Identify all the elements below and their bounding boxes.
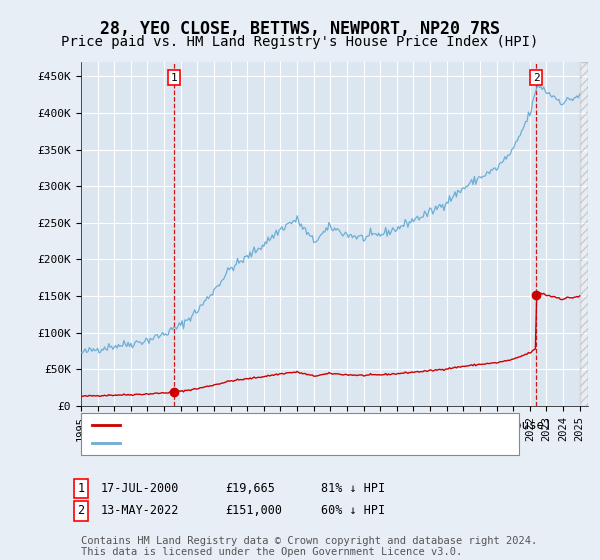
Text: 17-JUL-2000: 17-JUL-2000	[101, 482, 179, 495]
Polygon shape	[580, 62, 588, 406]
Text: 28, YEO CLOSE, BETTWS, NEWPORT, NP20 7RS: 28, YEO CLOSE, BETTWS, NEWPORT, NP20 7RS	[100, 20, 500, 38]
Text: 13-MAY-2022: 13-MAY-2022	[101, 504, 179, 517]
Text: 2: 2	[533, 73, 539, 83]
Text: 28, YEO CLOSE, BETTWS, NEWPORT, NP20 7RS (detached house): 28, YEO CLOSE, BETTWS, NEWPORT, NP20 7RS…	[124, 419, 552, 432]
Text: HPI: Average price, detached house, Newport: HPI: Average price, detached house, Newp…	[124, 436, 447, 450]
Text: £151,000: £151,000	[225, 504, 282, 517]
Text: 81% ↓ HPI: 81% ↓ HPI	[321, 482, 385, 495]
Text: 60% ↓ HPI: 60% ↓ HPI	[321, 504, 385, 517]
Text: Price paid vs. HM Land Registry's House Price Index (HPI): Price paid vs. HM Land Registry's House …	[61, 35, 539, 49]
Text: Contains HM Land Registry data © Crown copyright and database right 2024.
This d: Contains HM Land Registry data © Crown c…	[81, 535, 537, 557]
Text: 1: 1	[170, 73, 177, 83]
Text: 1: 1	[77, 482, 85, 495]
Text: 2: 2	[77, 504, 85, 517]
Text: £19,665: £19,665	[225, 482, 275, 495]
